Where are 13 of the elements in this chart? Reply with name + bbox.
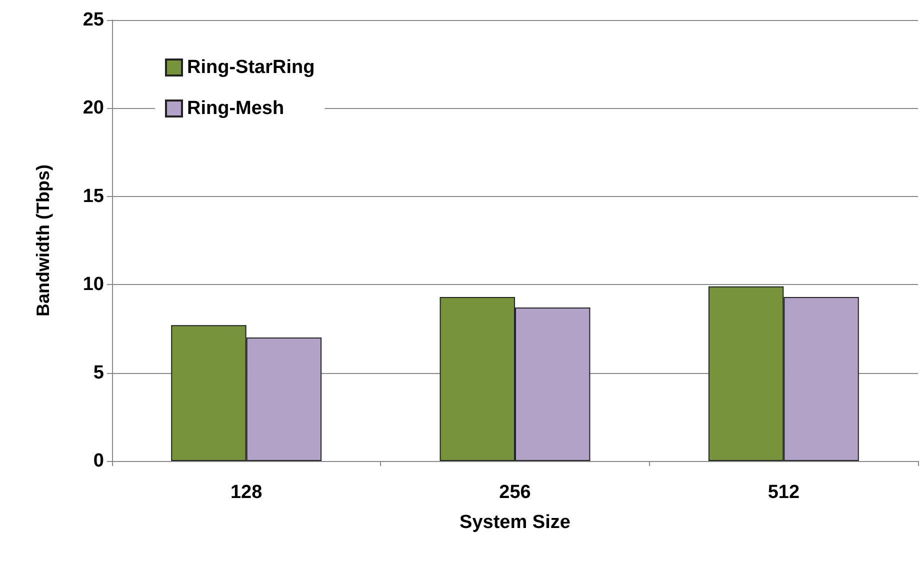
legend-label: Ring-Mesh [187,98,284,119]
y-tick-label: 10 [82,274,104,296]
y-tick-label: 25 [82,10,104,30]
x-axis-title: System Size [460,512,570,533]
x-tick-label: 128 [230,482,262,503]
y-tick-label: 5 [93,362,104,384]
x-tick-label: 512 [768,482,800,503]
y-axis-title: Bandwidth (Tbps) [33,164,53,316]
y-tick-label: 0 [93,450,104,472]
x-tick-label: 256 [499,482,531,503]
y-tick-label: 15 [82,186,104,207]
legend-label: Ring-StarRing [187,57,315,78]
y-tick-label: 20 [82,98,104,119]
